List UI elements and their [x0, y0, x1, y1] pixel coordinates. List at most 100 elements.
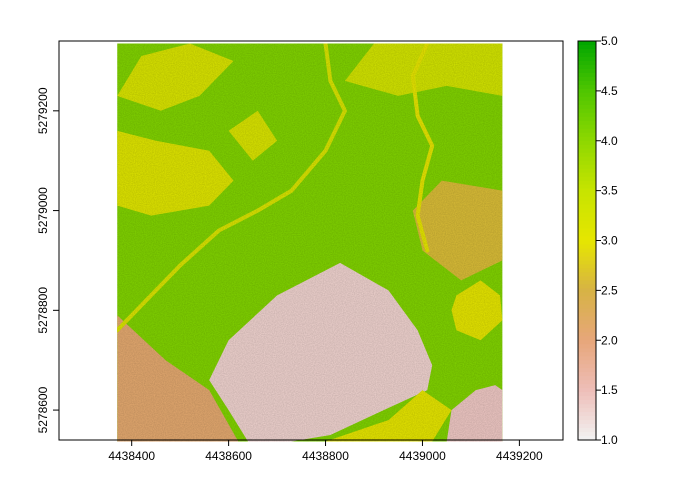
legend-color-step — [578, 348, 596, 353]
legend-color-step — [578, 420, 596, 425]
legend-color-step — [578, 324, 596, 329]
y-axis: 5278600 5278800 5279000 5279200 — [36, 87, 59, 433]
legend-color-step — [578, 161, 596, 166]
legend-tick-label: 5.0 — [601, 34, 618, 48]
legend-color-step — [578, 372, 596, 377]
raster-texture — [117, 43, 502, 441]
legend-tick-label: 4.5 — [601, 84, 618, 98]
legend-color-step — [578, 189, 596, 194]
legend-color-step — [578, 185, 596, 190]
legend-color-step — [578, 101, 596, 106]
legend-color-step — [578, 113, 596, 118]
legend-color-step — [578, 109, 596, 114]
legend-color-step — [578, 45, 596, 50]
legend-color-step — [578, 296, 596, 301]
x-tick-label: 4439200 — [496, 449, 543, 463]
legend-color-step — [578, 364, 596, 369]
legend-color-step — [578, 133, 596, 138]
y-tick-label: 5278600 — [36, 386, 50, 433]
legend-color-step — [578, 284, 596, 289]
legend-tick-label: 2.5 — [601, 283, 618, 297]
legend-color-step — [578, 201, 596, 206]
legend-color-step — [578, 65, 596, 70]
legend-color-step — [578, 53, 596, 58]
legend-color-step — [578, 225, 596, 230]
legend-tick-label: 3.0 — [601, 234, 618, 248]
legend-color-step — [578, 173, 596, 178]
legend-color-step — [578, 61, 596, 66]
legend-color-step — [578, 213, 596, 218]
legend-color-step — [578, 69, 596, 74]
x-tick-label: 4438800 — [302, 449, 349, 463]
legend-color-step — [578, 97, 596, 102]
legend-color-step — [578, 384, 596, 389]
legend-color-step — [578, 77, 596, 82]
legend-color-step — [578, 93, 596, 98]
legend-color-step — [578, 392, 596, 397]
legend-color-step — [578, 241, 596, 246]
legend-color-step — [578, 137, 596, 142]
legend-color-step — [578, 117, 596, 122]
legend-color-step — [578, 288, 596, 293]
legend-tick-label: 3.5 — [601, 184, 618, 198]
legend-color-step — [578, 73, 596, 78]
legend-tick-label: 4.0 — [601, 134, 618, 148]
legend-color-step — [578, 248, 596, 253]
legend-color-step — [578, 316, 596, 321]
x-tick-label: 4439000 — [399, 449, 446, 463]
legend-color-step — [578, 256, 596, 261]
legend-color-step — [578, 264, 596, 269]
legend-color-step — [578, 308, 596, 313]
legend-color-step — [578, 412, 596, 417]
legend-color-step — [578, 304, 596, 309]
legend-color-step — [578, 380, 596, 385]
legend-color-step — [578, 376, 596, 381]
legend-color-step — [578, 121, 596, 126]
legend-color-step — [578, 229, 596, 234]
legend-color-step — [578, 300, 596, 305]
legend-color-step — [578, 360, 596, 365]
legend-color-step — [578, 368, 596, 373]
legend-color-step — [578, 205, 596, 210]
legend-color-step — [578, 81, 596, 86]
legend-color-step — [578, 252, 596, 257]
x-axis: 4438400 4438600 4438800 4439000 4439200 — [108, 440, 543, 463]
x-tick-label: 4438400 — [108, 449, 155, 463]
legend-color-step — [578, 312, 596, 317]
y-tick-label: 5279000 — [36, 187, 50, 234]
legend-color-step — [578, 292, 596, 297]
legend-color-step — [578, 276, 596, 281]
legend-color-step — [578, 49, 596, 54]
legend-color-step — [578, 41, 596, 46]
color-legend: 1.0 1.5 2.0 2.5 3.0 3.5 4.0 4.5 5.0 — [578, 34, 618, 447]
legend-color-step — [578, 424, 596, 429]
legend-color-step — [578, 332, 596, 337]
legend-color-step — [578, 85, 596, 90]
legend-color-step — [578, 209, 596, 214]
legend-color-step — [578, 432, 596, 437]
legend-color-step — [578, 153, 596, 158]
legend-color-step — [578, 260, 596, 265]
legend-color-step — [578, 428, 596, 433]
legend-color-step — [578, 129, 596, 134]
legend-color-step — [578, 416, 596, 421]
legend-color-step — [578, 149, 596, 154]
legend-color-step — [578, 280, 596, 285]
legend-color-step — [578, 89, 596, 94]
y-tick-label: 5279200 — [36, 87, 50, 134]
legend-color-step — [578, 57, 596, 62]
legend-color-step — [578, 388, 596, 393]
legend-color-step — [578, 169, 596, 174]
y-tick-label: 5278800 — [36, 287, 50, 334]
legend-color-step — [578, 272, 596, 277]
legend-color-step — [578, 165, 596, 170]
legend-color-step — [578, 157, 596, 162]
legend-color-step — [578, 141, 596, 146]
legend-color-step — [578, 356, 596, 361]
legend-tick-label: 2.0 — [601, 333, 618, 347]
legend-color-step — [578, 177, 596, 182]
legend-color-step — [578, 193, 596, 198]
legend-color-step — [578, 320, 596, 325]
legend-color-step — [578, 340, 596, 345]
legend-color-step — [578, 404, 596, 409]
